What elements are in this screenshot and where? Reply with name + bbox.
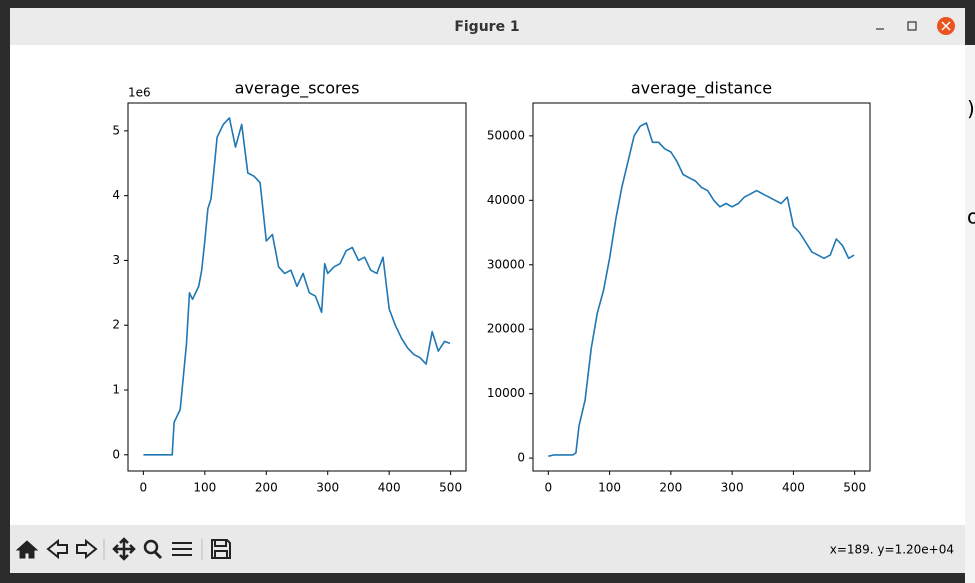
maximize-button[interactable] (907, 21, 917, 31)
y-tick-label: 3 (112, 253, 120, 267)
chart-title: average_scores (235, 79, 360, 99)
toolbar-icons (15, 537, 231, 561)
y-tick-label: 2 (112, 318, 120, 332)
x-tick-label: 0 (140, 481, 148, 495)
back-button[interactable] (46, 538, 68, 560)
y-tick-label: 10000 (487, 386, 525, 400)
y-tick-label: 5 (112, 123, 120, 137)
axes-frame (532, 102, 871, 472)
y-tick-label: 40000 (487, 193, 525, 207)
x-tick-label: 300 (721, 481, 744, 495)
y-tick-label: 4 (112, 188, 120, 202)
background-text: o (967, 205, 975, 229)
x-tick-label: 500 (843, 481, 866, 495)
zoom-button[interactable] (143, 539, 163, 560)
y-tick-label: 0 (517, 451, 525, 465)
background-text: ) (967, 97, 975, 121)
x-tick-label: 400 (782, 481, 805, 495)
status-text: x=189. y=1.20e+04 (830, 543, 954, 557)
x-tick-label: 200 (659, 481, 682, 495)
axes-frame (127, 102, 467, 472)
x-tick-label: 100 (193, 481, 216, 495)
x-tick-label: 100 (598, 481, 621, 495)
line (143, 117, 451, 456)
pan-button[interactable] (112, 537, 136, 561)
forward-button[interactable] (76, 538, 98, 560)
y-tick-label: 20000 (487, 322, 525, 336)
x-tick-label: 500 (439, 481, 462, 495)
chart-title: average_distance (631, 79, 772, 99)
save-button[interactable] (211, 539, 231, 559)
line (548, 122, 855, 457)
configure-button[interactable] (172, 542, 192, 556)
window (10, 8, 965, 573)
y-tick-label: 1 (112, 383, 120, 397)
x-tick-label: 400 (378, 481, 401, 495)
offset-label: 1e6 (128, 86, 151, 100)
x-tick-label: 300 (316, 481, 339, 495)
y-tick-label: 50000 (487, 128, 525, 142)
x-tick-label: 200 (255, 481, 278, 495)
title-bar (10, 8, 965, 45)
close-button[interactable] (937, 17, 955, 35)
window-title: Figure 1 (454, 19, 519, 35)
toolbar (10, 525, 965, 573)
y-tick-label: 0 (112, 447, 120, 461)
x-tick-label: 0 (544, 481, 552, 495)
home-button[interactable] (15, 540, 39, 559)
y-tick-label: 30000 (487, 257, 525, 271)
background-window (965, 45, 975, 583)
